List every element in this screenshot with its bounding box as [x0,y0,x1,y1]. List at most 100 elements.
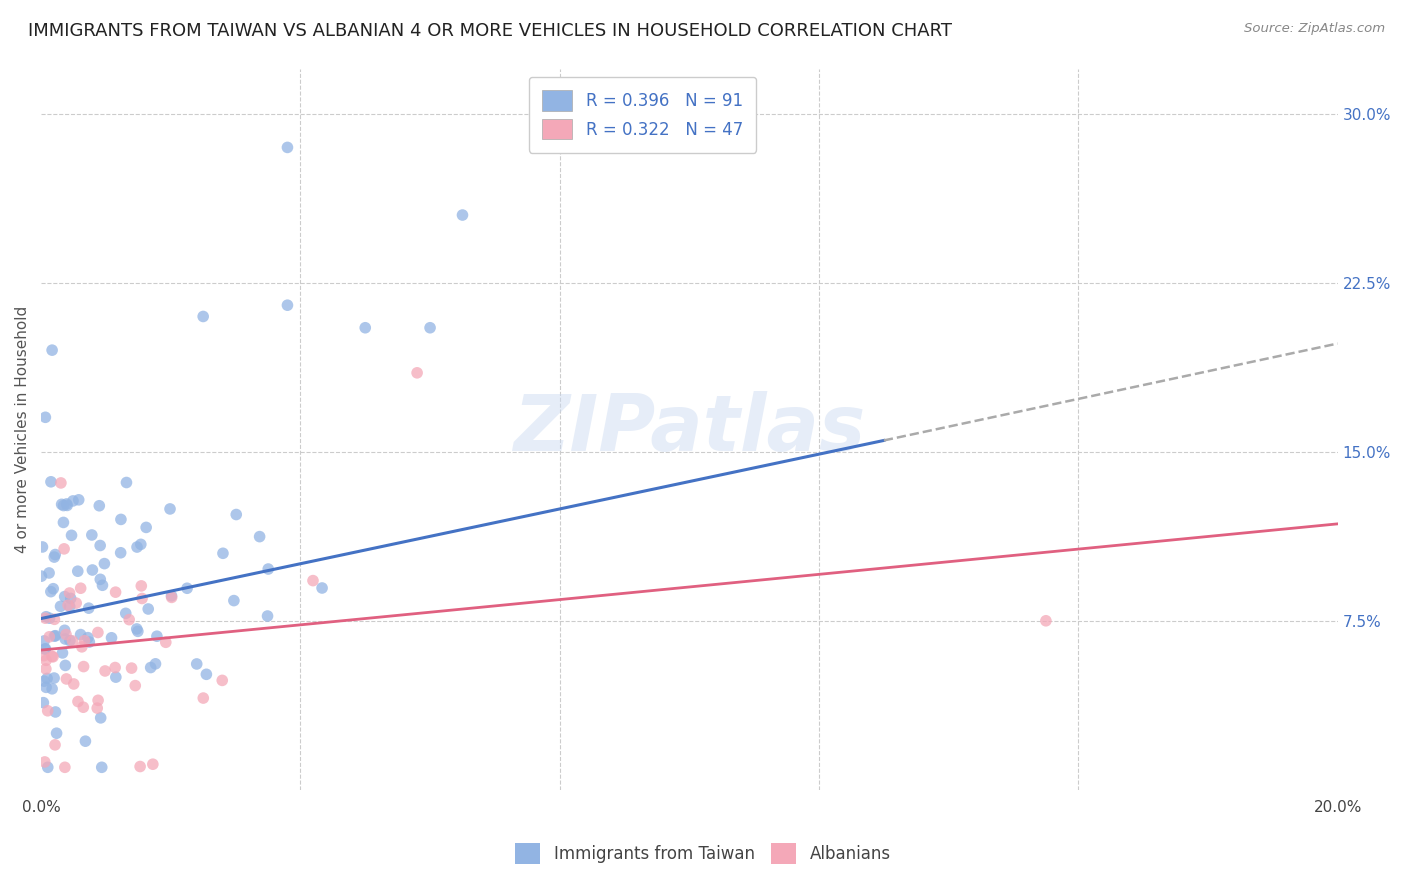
Point [139,660,162,674]
Point [302,574,325,588]
Point [49,599,72,614]
Point [34,641,56,656]
Point [35,662,58,676]
Point [90,711,112,725]
Point [77,631,100,645]
Point [87,693,110,707]
Point [115,475,138,490]
Point [56,598,79,612]
Point [34,755,56,769]
Point [32,696,55,710]
Point [276,140,298,154]
Legend: Immigrants from Taiwan, Albanians: Immigrants from Taiwan, Albanians [509,837,897,871]
Point [44,548,66,562]
Point [222,593,245,607]
Point [39,584,62,599]
Point [127,624,149,639]
Point [145,657,167,671]
Point [406,366,429,380]
Point [91,578,114,592]
Y-axis label: 4 or more Vehicles in Household: 4 or more Vehicles in Household [15,306,30,553]
Point [256,609,278,624]
Point [53,658,76,673]
Point [82,563,104,577]
Point [41,681,63,696]
Point [87,625,110,640]
Point [44,629,66,643]
Point [58,586,80,600]
Point [160,591,183,605]
Point [65,596,87,610]
Point [104,660,127,674]
Point [129,537,152,551]
Point [354,320,377,334]
Point [37,672,59,686]
Point [86,701,108,715]
Point [193,310,215,324]
Point [31,540,53,554]
Point [89,539,111,553]
Point [34,642,56,657]
Point [225,508,247,522]
Point [53,760,76,774]
Point [55,497,77,511]
Point [186,657,208,671]
Legend: R = 0.396   N = 91, R = 0.322   N = 47: R = 0.396 N = 91, R = 0.322 N = 47 [529,77,756,153]
Point [89,499,111,513]
Point [77,601,100,615]
Point [41,343,63,358]
Point [79,635,101,649]
Point [42,582,65,596]
Point [53,590,76,604]
Point [110,546,132,560]
Point [59,591,82,606]
Point [53,632,76,646]
Point [44,738,66,752]
Point [35,653,58,667]
Point [62,494,84,508]
Point [42,649,65,664]
Point [44,705,66,719]
Text: ZIPatlas: ZIPatlas [513,392,866,467]
Point [32,648,55,663]
Point [32,674,55,689]
Point [90,760,112,774]
Point [131,591,153,606]
Point [159,502,181,516]
Point [38,611,60,625]
Point [45,726,67,740]
Point [52,516,75,530]
Point [257,562,280,576]
Point [118,613,141,627]
Point [72,659,94,673]
Point [44,550,66,565]
Point [146,629,169,643]
Point [39,475,62,489]
Point [136,602,159,616]
Point [62,634,84,648]
Point [51,497,73,511]
Point [42,671,65,685]
Point [37,704,59,718]
Point [104,585,127,599]
Point [125,540,148,554]
Point [55,672,77,686]
Point [62,677,84,691]
Point [37,760,59,774]
Point [125,622,148,636]
Point [30,569,52,583]
Point [69,627,91,641]
Point [195,667,218,681]
Point [1035,614,1057,628]
Point [41,649,63,664]
Point [56,499,79,513]
Point [135,520,157,534]
Point [53,624,76,638]
Point [114,607,136,621]
Point [160,589,183,603]
Point [142,757,165,772]
Point [89,572,111,586]
Point [34,611,56,625]
Point [66,694,89,708]
Point [45,629,67,643]
